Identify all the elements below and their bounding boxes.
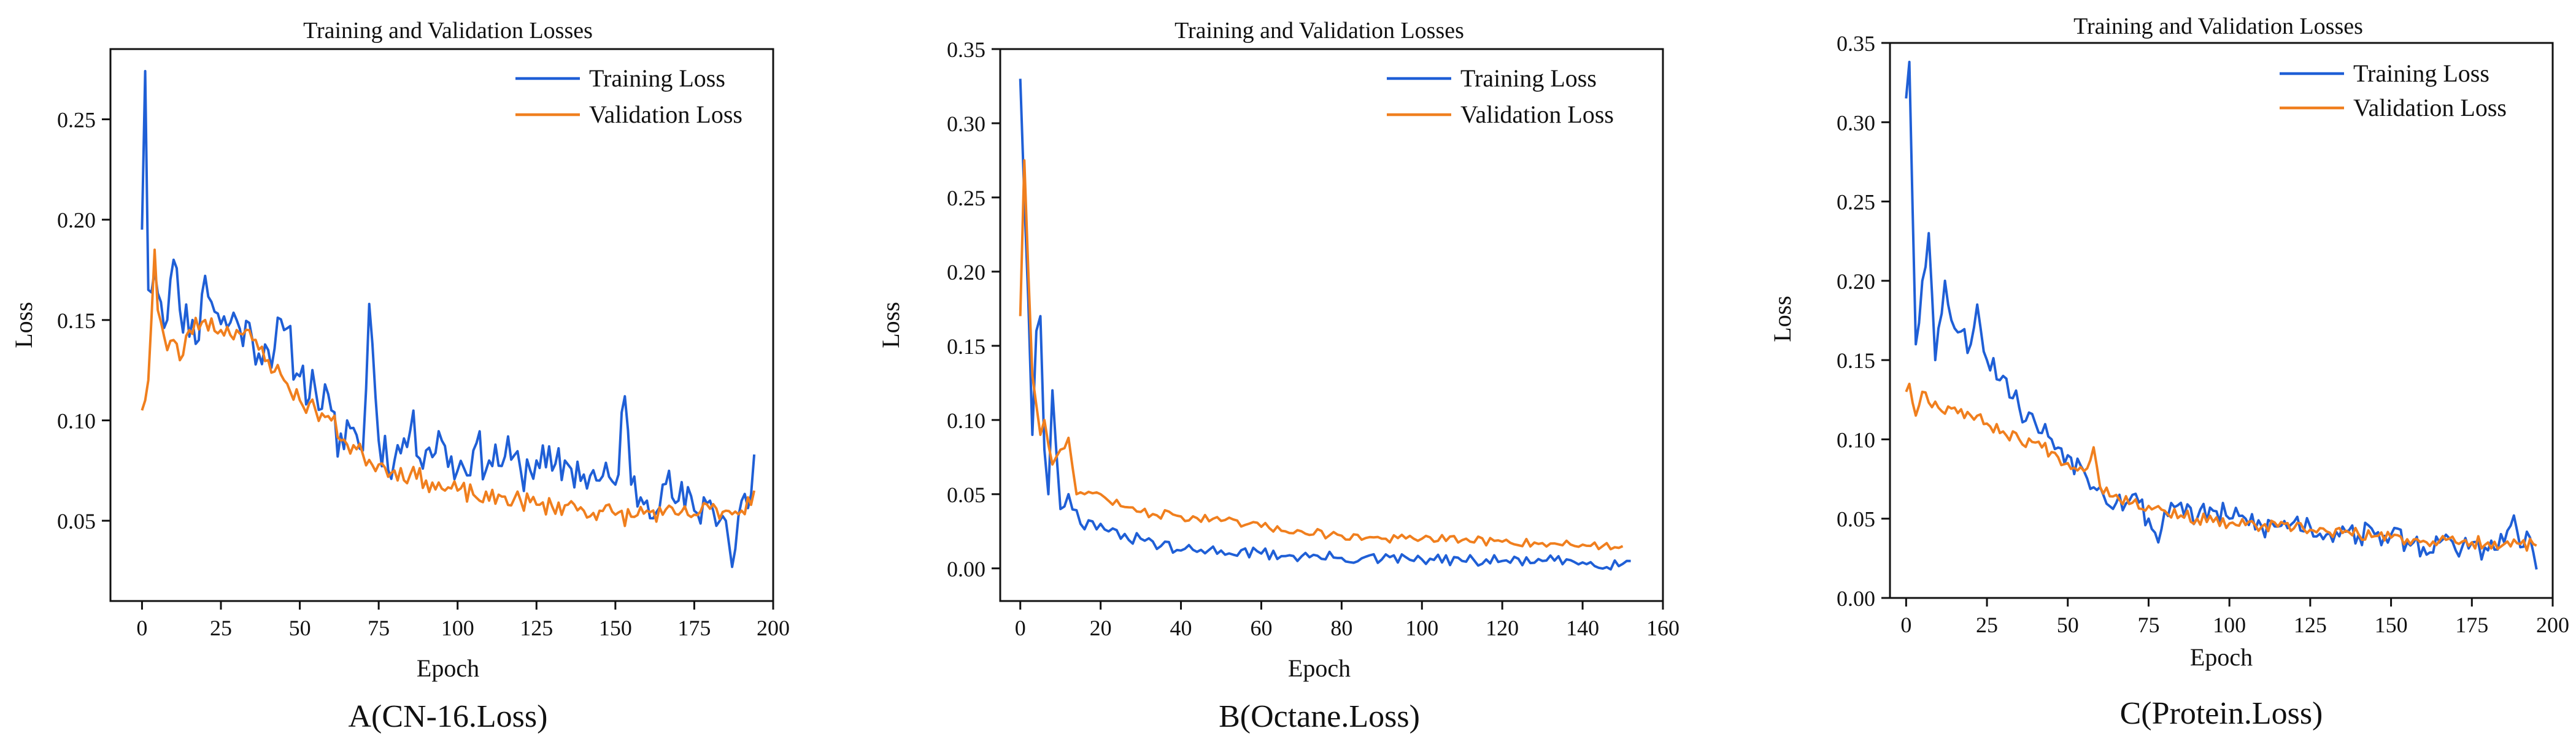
y-tick-label: 0.05: [947, 483, 985, 507]
chart-title: Training and Validation Losses: [1174, 18, 1464, 44]
legend-label-validation-loss: Validation Loss: [1460, 101, 1614, 128]
y-tick-label: 0.20: [57, 208, 96, 232]
y-tick-label: 0.25: [57, 108, 96, 132]
y-tick-label: 0.25: [947, 186, 985, 210]
legend-label-training-loss: Training Loss: [589, 64, 725, 92]
y-tick-label: 0.20: [1837, 269, 1875, 294]
chart-title: Training and Validation Losses: [303, 18, 593, 44]
legend: Training Loss Validation Loss: [1387, 64, 1614, 128]
x-tick-label: 0: [136, 616, 147, 640]
x-tick-label: 40: [1170, 616, 1192, 640]
y-tick-label: 0.35: [947, 37, 985, 62]
x-tick-label: 100: [1405, 616, 1438, 640]
panel-caption: C(Protein.Loss): [2120, 696, 2323, 731]
x-tick-label: 200: [757, 616, 790, 640]
chart-title: Training and Validation Losses: [2073, 13, 2363, 39]
y-axis-label: Loss: [877, 302, 904, 348]
series-line-training-loss: [141, 70, 756, 569]
legend: Training Loss Validation Loss: [2280, 59, 2507, 121]
x-axis-label: Epoch: [417, 654, 479, 682]
x-tick-label: 75: [2137, 613, 2159, 637]
y-tick-label: 0.00: [947, 557, 985, 581]
x-tick-label: 175: [2455, 613, 2488, 637]
x-tick-label: 0: [1900, 613, 1911, 637]
y-tick-label: 0.10: [947, 408, 985, 433]
chart-panel-a: Training and Validation Losses 0 25 50 75 10…: [10, 18, 790, 734]
plot-frame: [109, 48, 774, 602]
x-tick-label: 160: [1646, 616, 1679, 640]
plot-frame: [999, 48, 1664, 602]
x-tick-label: 20: [1090, 616, 1112, 640]
y-tick-label: 0.20: [947, 260, 985, 285]
x-tick-label: 60: [1250, 616, 1272, 640]
x-tick-label: 125: [520, 616, 553, 640]
plot-frame: [1889, 42, 2554, 599]
series-line-training-loss: [1019, 78, 1631, 571]
y-axis-label: Loss: [1768, 296, 1796, 342]
x-tick-label: 125: [2294, 613, 2327, 637]
x-tick-label: 25: [1976, 613, 1998, 637]
chart-panel-c: Training and Validation Losses 0 25 50 75 10…: [1768, 13, 2569, 731]
x-tick-label: 25: [210, 616, 232, 640]
chart-panel-b: Training and Validation Losses 0 20 40 60 80…: [877, 18, 1679, 734]
series-line-validation-loss: [141, 248, 756, 527]
y-tick-label: 0.05: [57, 509, 96, 534]
x-tick-label: 200: [2536, 613, 2569, 637]
legend-label-validation-loss: Validation Loss: [589, 101, 742, 128]
y-tick-label: 0.00: [1837, 586, 1875, 611]
legend: Training Loss Validation Loss: [515, 64, 742, 128]
x-tick-label: 50: [2057, 613, 2079, 637]
y-tick-label: 0.15: [1837, 348, 1875, 373]
x-tick-label: 150: [2375, 613, 2408, 637]
panel-caption: B(Octane.Loss): [1219, 699, 1420, 734]
legend-label-training-loss: Training Loss: [1460, 64, 1597, 92]
y-tick-label: 0.05: [1837, 507, 1875, 532]
x-tick-label: 75: [368, 616, 390, 640]
y-tick-label: 0.15: [57, 308, 96, 333]
y-tick-label: 0.30: [1837, 110, 1875, 135]
panel-caption: A(CN-16.Loss): [349, 699, 548, 734]
x-tick-label: 120: [1486, 616, 1519, 640]
x-tick-label: 50: [289, 616, 311, 640]
x-tick-label: 140: [1566, 616, 1599, 640]
x-axis-label: Epoch: [2190, 643, 2253, 671]
series-line-validation-loss: [1019, 159, 1624, 551]
y-tick-label: 0.10: [57, 408, 96, 433]
y-tick-label: 0.15: [947, 334, 985, 359]
y-tick-label: 0.35: [1837, 31, 1875, 56]
y-axis-label: Loss: [10, 302, 37, 348]
legend-label-training-loss: Training Loss: [2353, 59, 2489, 87]
legend-label-validation-loss: Validation Loss: [2353, 94, 2507, 121]
series-line-validation-loss: [1905, 382, 2537, 552]
x-tick-label: 80: [1330, 616, 1352, 640]
y-tick-label: 0.10: [1837, 427, 1875, 452]
x-tick-label: 175: [677, 616, 711, 640]
x-tick-label: 100: [441, 616, 474, 640]
y-tick-label: 0.30: [947, 112, 985, 136]
series-line-training-loss: [1905, 61, 2538, 570]
x-tick-label: 100: [2213, 613, 2246, 637]
x-axis-label: Epoch: [1288, 654, 1351, 682]
x-tick-label: 150: [599, 616, 632, 640]
y-tick-label: 0.25: [1837, 190, 1875, 215]
x-tick-label: 0: [1015, 616, 1026, 640]
